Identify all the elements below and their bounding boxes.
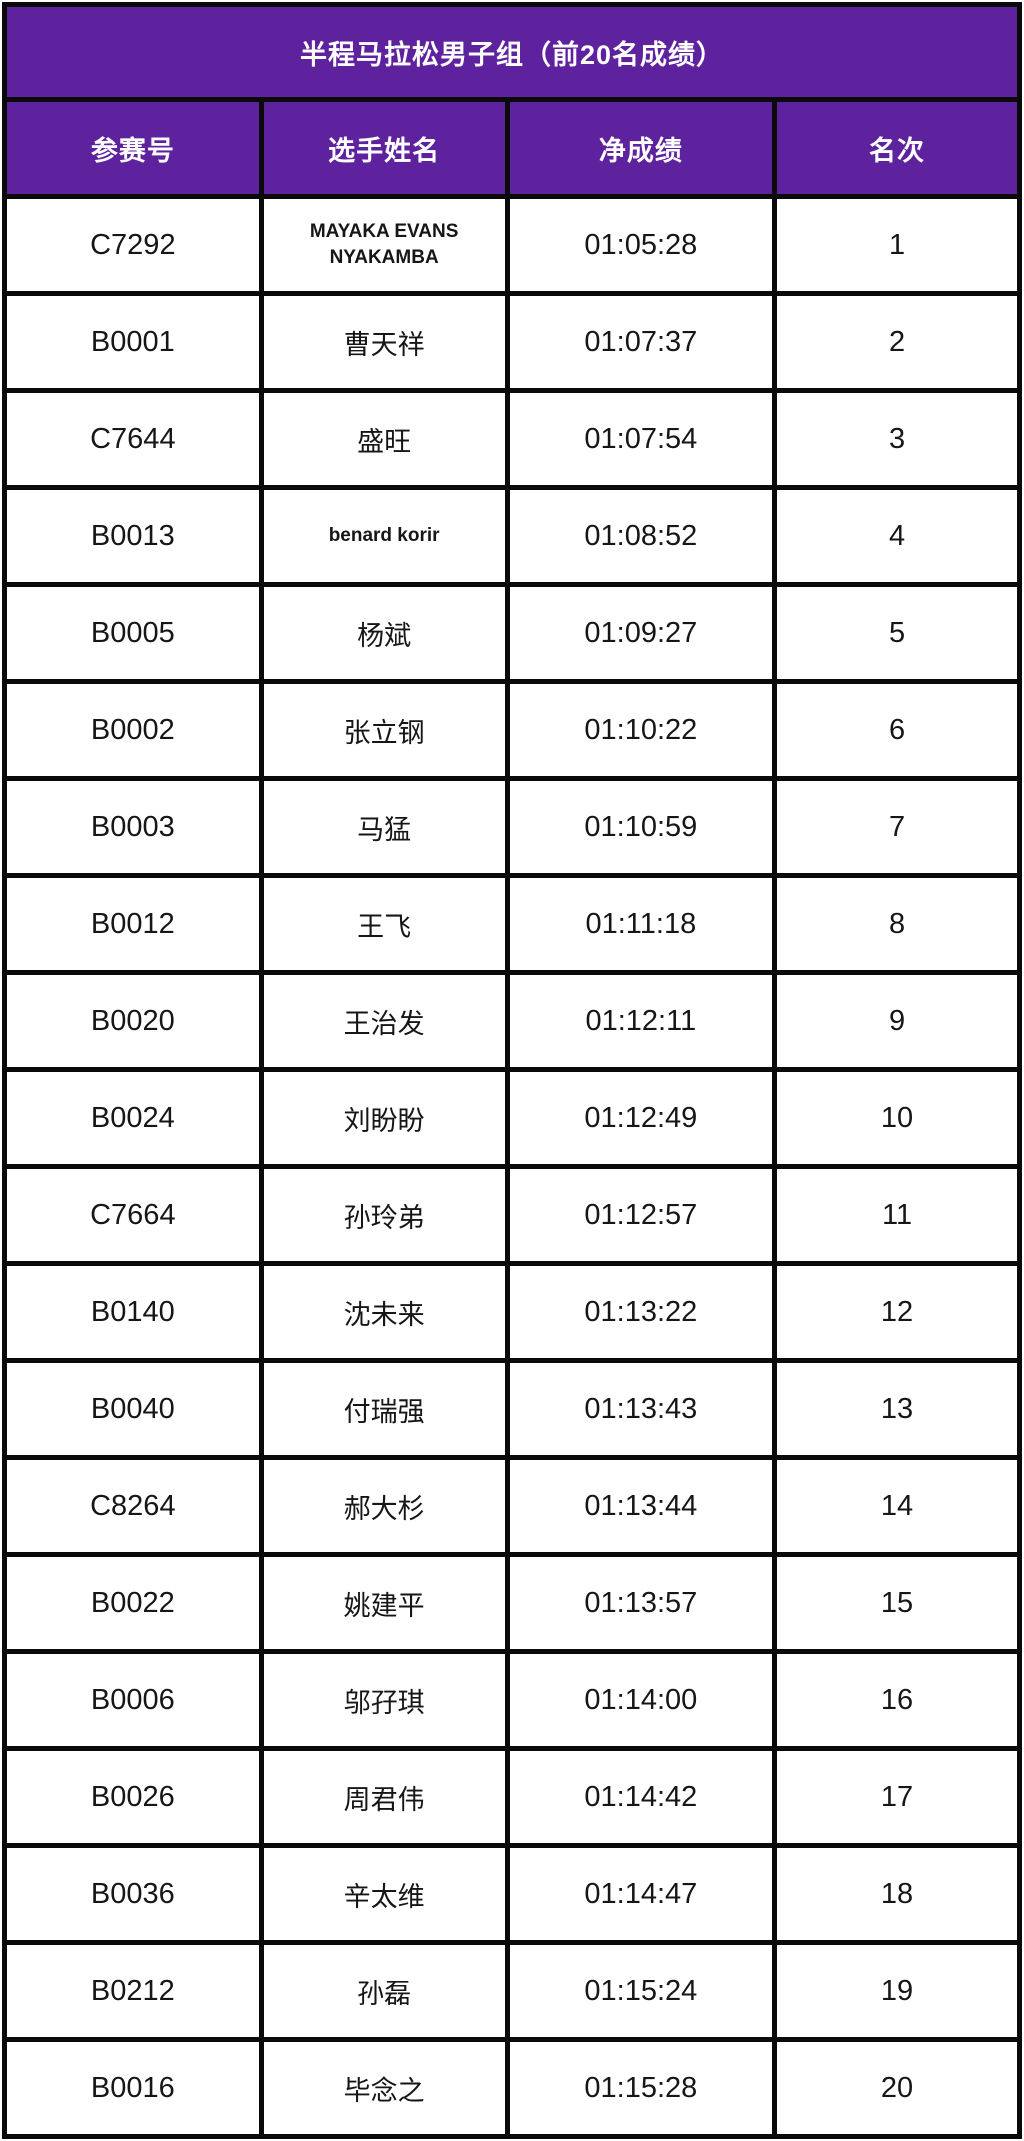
results-table: 半程马拉松男子组（前20名成绩） 参赛号 选手姓名 净成绩 名次 C7292 MA… (7, 7, 1017, 2134)
bib-cell: B0022 (7, 1557, 259, 1649)
name-cell: 王治发 (263, 975, 505, 1067)
rank-cell: 12 (777, 1266, 1017, 1358)
rank-cell: 8 (777, 878, 1017, 970)
name-cell: 刘盼盼 (263, 1072, 505, 1164)
name-cell: 辛太维 (263, 1848, 505, 1940)
rank-cell: 2 (777, 296, 1017, 388)
bib-cell: B0012 (7, 878, 259, 970)
name-cell: 郝大杉 (263, 1460, 505, 1552)
rank-cell: 5 (777, 587, 1017, 679)
column-header-name: 选手姓名 (263, 102, 505, 194)
name-cell: 王飞 (263, 878, 505, 970)
time-cell: 01:11:18 (509, 878, 773, 970)
time-cell: 01:12:11 (509, 975, 773, 1067)
name-cell: benard korir (263, 490, 505, 582)
rank-cell: 13 (777, 1363, 1017, 1455)
time-cell: 01:07:37 (509, 296, 773, 388)
rank-cell: 9 (777, 975, 1017, 1067)
rank-cell: 19 (777, 1945, 1017, 2037)
name-cell: 张立钢 (263, 684, 505, 776)
time-cell: 01:09:27 (509, 587, 773, 679)
rank-cell: 10 (777, 1072, 1017, 1164)
rank-cell: 20 (777, 2042, 1017, 2134)
bib-cell: B0036 (7, 1848, 259, 1940)
name-cell: 盛旺 (263, 393, 505, 485)
time-cell: 01:15:28 (509, 2042, 773, 2134)
name-cell: 曹天祥 (263, 296, 505, 388)
bib-cell: B0006 (7, 1654, 259, 1746)
bib-cell: B0016 (7, 2042, 259, 2134)
rank-cell: 4 (777, 490, 1017, 582)
bib-cell: B0002 (7, 684, 259, 776)
rank-cell: 11 (777, 1169, 1017, 1261)
name-cell: 杨斌 (263, 587, 505, 679)
rank-cell: 17 (777, 1751, 1017, 1843)
bib-cell: C7292 (7, 199, 259, 291)
name-cell: MAYAKA EVANS NYAKAMBA (263, 199, 505, 291)
column-header-rank: 名次 (777, 102, 1017, 194)
bib-cell: B0026 (7, 1751, 259, 1843)
name-cell: 邬孖琪 (263, 1654, 505, 1746)
name-cell: 孙磊 (263, 1945, 505, 2037)
bib-cell: B0140 (7, 1266, 259, 1358)
time-cell: 01:12:57 (509, 1169, 773, 1261)
time-cell: 01:05:28 (509, 199, 773, 291)
name-cell: 马猛 (263, 781, 505, 873)
name-cell: 孙玲弟 (263, 1169, 505, 1261)
rank-cell: 6 (777, 684, 1017, 776)
name-cell: 周君伟 (263, 1751, 505, 1843)
rank-cell: 16 (777, 1654, 1017, 1746)
bib-cell: B0024 (7, 1072, 259, 1164)
rank-cell: 7 (777, 781, 1017, 873)
bib-cell: B0005 (7, 587, 259, 679)
bib-cell: C7644 (7, 393, 259, 485)
bib-cell: C7664 (7, 1169, 259, 1261)
bib-cell: B0020 (7, 975, 259, 1067)
rank-cell: 1 (777, 199, 1017, 291)
rank-cell: 18 (777, 1848, 1017, 1940)
time-cell: 01:10:22 (509, 684, 773, 776)
bib-cell: B0040 (7, 1363, 259, 1455)
time-cell: 01:07:54 (509, 393, 773, 485)
bib-cell: B0013 (7, 490, 259, 582)
time-cell: 01:14:42 (509, 1751, 773, 1843)
rank-cell: 15 (777, 1557, 1017, 1649)
column-header-bib: 参赛号 (7, 102, 259, 194)
table-title: 半程马拉松男子组（前20名成绩） (7, 7, 1017, 97)
time-cell: 01:13:57 (509, 1557, 773, 1649)
name-cell: 姚建平 (263, 1557, 505, 1649)
rank-cell: 3 (777, 393, 1017, 485)
column-header-net-time: 净成绩 (509, 102, 773, 194)
bib-cell: B0001 (7, 296, 259, 388)
bib-cell: B0212 (7, 1945, 259, 2037)
time-cell: 01:14:47 (509, 1848, 773, 1940)
time-cell: 01:14:00 (509, 1654, 773, 1746)
name-cell: 付瑞强 (263, 1363, 505, 1455)
time-cell: 01:13:22 (509, 1266, 773, 1358)
time-cell: 01:10:59 (509, 781, 773, 873)
time-cell: 01:13:43 (509, 1363, 773, 1455)
name-cell: 沈未来 (263, 1266, 505, 1358)
time-cell: 01:08:52 (509, 490, 773, 582)
time-cell: 01:15:24 (509, 1945, 773, 2037)
name-cell: 毕念之 (263, 2042, 505, 2134)
time-cell: 01:13:44 (509, 1460, 773, 1552)
time-cell: 01:12:49 (509, 1072, 773, 1164)
bib-cell: B0003 (7, 781, 259, 873)
rank-cell: 14 (777, 1460, 1017, 1552)
bib-cell: C8264 (7, 1460, 259, 1552)
